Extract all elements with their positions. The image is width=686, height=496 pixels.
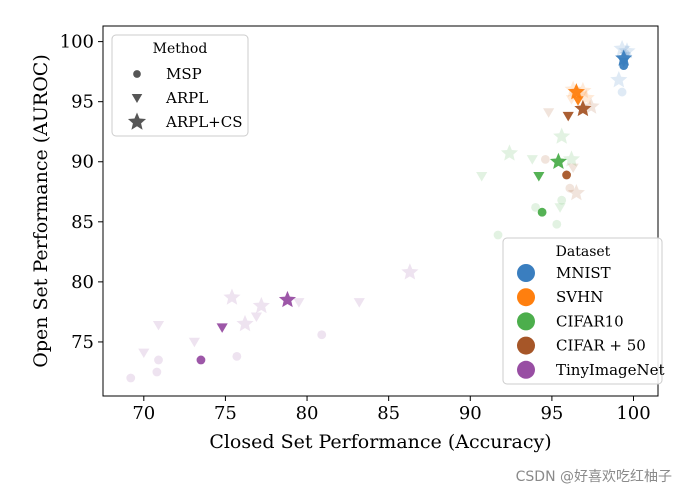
data-point-tinyimagenet [216,323,228,333]
data-point-tinyimagenet [293,298,305,308]
x-tick-label: 70 [132,403,155,424]
data-point-cifar-50 [562,170,571,180]
data-point-cifar10 [526,155,538,165]
x-axis-label: Closed Set Performance (Accuracy) [209,431,551,453]
y-tick-label: 95 [71,92,94,113]
y-tick-label: 80 [71,272,94,293]
data-point-tinyimagenet [252,296,270,314]
y-tick-label: 75 [71,332,94,353]
data-point-cifar10 [533,171,545,182]
data-point-tinyimagenet [232,351,242,361]
data-point-tinyimagenet [223,288,241,305]
legend-marker-msp [133,70,141,78]
legend-label-msp: MSP [166,65,202,83]
legend-label-arpl: ARPL [165,89,208,107]
legend-dataset-title: Dataset [556,244,611,260]
data-point-tinyimagenet [250,312,263,323]
data-point-mnist [610,71,628,88]
x-tick-label: 95 [540,403,563,424]
data-point-cifar10 [549,152,567,170]
legend-label-cifar-50: CIFAR + 50 [556,337,646,355]
x-tick-label: 85 [377,403,400,424]
x-tick-label: 80 [296,403,319,424]
data-point-cifar10 [531,202,540,212]
data-point-cifar10 [553,127,571,144]
data-point-tinyimagenet [188,337,200,348]
legend-dataset: Dataset MNIST SVHN CIFAR10 CIFAR + 50 TinyIma… [502,237,665,385]
data-point-tinyimagenet [317,330,327,340]
legend-label-cifar10: CIFAR10 [556,312,624,330]
data-point-mnist [615,49,633,66]
legend-dataset-frame [502,237,663,385]
data-point-tinyimagenet [353,298,365,308]
legend-swatch-tinyimagenet [517,360,535,379]
data-point-cifar-50 [574,99,592,117]
legend-method: Method MSP ARPL ARPL+CS [111,34,249,137]
x-tick-label: 90 [459,403,482,424]
data-point-tinyimagenet [138,348,150,359]
data-point-tinyimagenet [152,320,165,331]
legend-label-tinyimagenet: TinyImageNet [556,361,665,379]
legend-label-mnist: MNIST [556,264,611,282]
x-tick-label: 75 [214,403,237,424]
y-axis-label: Open Set Performance (AUROC) [30,54,52,368]
data-point-cifar10 [500,144,519,161]
data-point-cifar10 [562,150,581,167]
legend-marker-arpl [131,94,143,104]
legend-swatch-cifar10 [517,312,535,331]
legend-label-arpl-cs: ARPL+CS [165,113,243,131]
y-tick-label: 85 [71,212,94,233]
data-point-tinyimagenet [126,373,136,383]
legend-method-frame [111,34,249,137]
data-point-svhn [572,96,584,106]
data-point-svhn [567,83,585,100]
data-point-mnist [613,39,631,57]
legend-swatch-svhn [517,288,535,307]
legend-swatch-cifar-50 [517,336,535,355]
legend-method-title: Method [153,41,208,57]
data-point-cifar10 [537,207,547,217]
data-point-cifar-50 [565,183,575,193]
legend-label-svhn: SVHN [556,288,603,306]
data-point-tinyimagenet [152,367,162,377]
y-tick-label: 100 [60,32,94,53]
data-point-cifar-50 [543,108,555,118]
data-point-cifar-50 [567,183,585,201]
data-point-cifar10 [552,219,562,229]
data-point-cifar10 [493,230,503,240]
data-point-cifar10 [476,171,488,182]
data-point-svhn [577,89,595,106]
data-point-cifar10 [554,203,566,213]
legend-marker-arpl-cs [127,112,147,130]
data-point-mnist [619,61,629,71]
data-point-tinyimagenet [236,314,254,332]
data-point-cifar-50 [562,111,574,122]
data-point-tinyimagenet [278,290,297,308]
data-point-cifar-50 [567,163,579,174]
x-tick-label: 100 [616,403,650,424]
watermark: CSDN @好喜欢吃红柚子 [515,469,672,485]
data-point-cifar-50 [540,154,550,164]
data-point-tinyimagenet [401,263,419,280]
data-point-cifar10 [557,195,567,205]
data-point-mnist [617,87,627,97]
y-tick-label: 90 [71,152,94,173]
data-point-tinyimagenet [154,355,163,365]
plot-frame [102,25,659,397]
data-point-tinyimagenet [196,355,206,365]
legend-swatch-mnist [517,264,535,282]
